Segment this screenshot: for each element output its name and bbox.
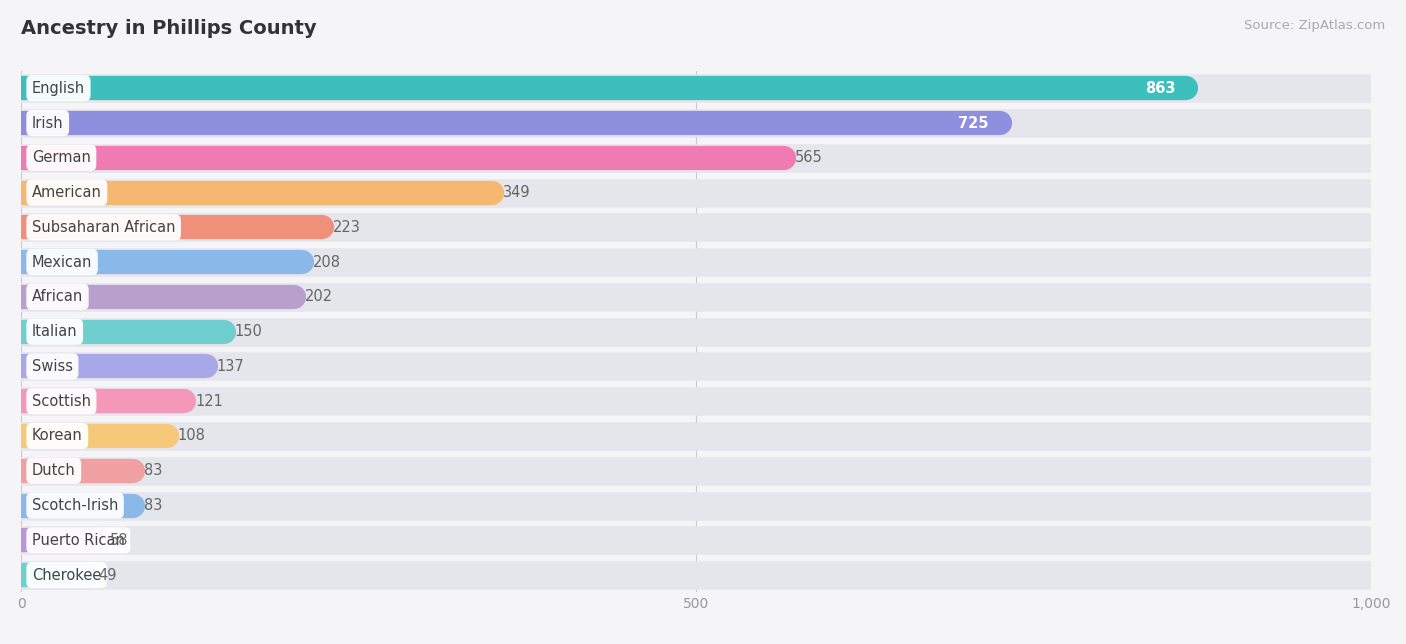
Text: 349: 349 [503,185,530,200]
Text: Scottish: Scottish [32,393,91,409]
Text: 137: 137 [217,359,245,374]
Text: Italian: Italian [32,324,77,339]
Text: Source: ZipAtlas.com: Source: ZipAtlas.com [1244,19,1385,32]
Text: Cherokee: Cherokee [32,567,101,583]
Text: 83: 83 [143,463,162,478]
Text: Mexican: Mexican [32,254,93,270]
Text: African: African [32,289,83,305]
Text: Swiss: Swiss [32,359,73,374]
Text: German: German [32,150,91,166]
Text: Korean: Korean [32,428,83,444]
Text: English: English [32,80,84,96]
Text: Subsaharan African: Subsaharan African [32,220,176,235]
Text: 202: 202 [305,289,333,305]
Text: 565: 565 [794,150,823,166]
Text: 83: 83 [143,498,162,513]
Text: 150: 150 [235,324,263,339]
Text: 58: 58 [110,533,129,548]
Text: Scotch-Irish: Scotch-Irish [32,498,118,513]
Text: 208: 208 [312,254,340,270]
Text: Dutch: Dutch [32,463,76,478]
Text: 121: 121 [195,393,224,409]
Text: 108: 108 [177,428,205,444]
Text: 725: 725 [959,115,988,131]
Text: Irish: Irish [32,115,63,131]
Text: Puerto Rican: Puerto Rican [32,533,125,548]
Text: 49: 49 [98,567,117,583]
Text: Ancestry in Phillips County: Ancestry in Phillips County [21,19,316,39]
Text: 223: 223 [333,220,361,235]
Text: 863: 863 [1144,80,1175,96]
Text: American: American [32,185,101,200]
